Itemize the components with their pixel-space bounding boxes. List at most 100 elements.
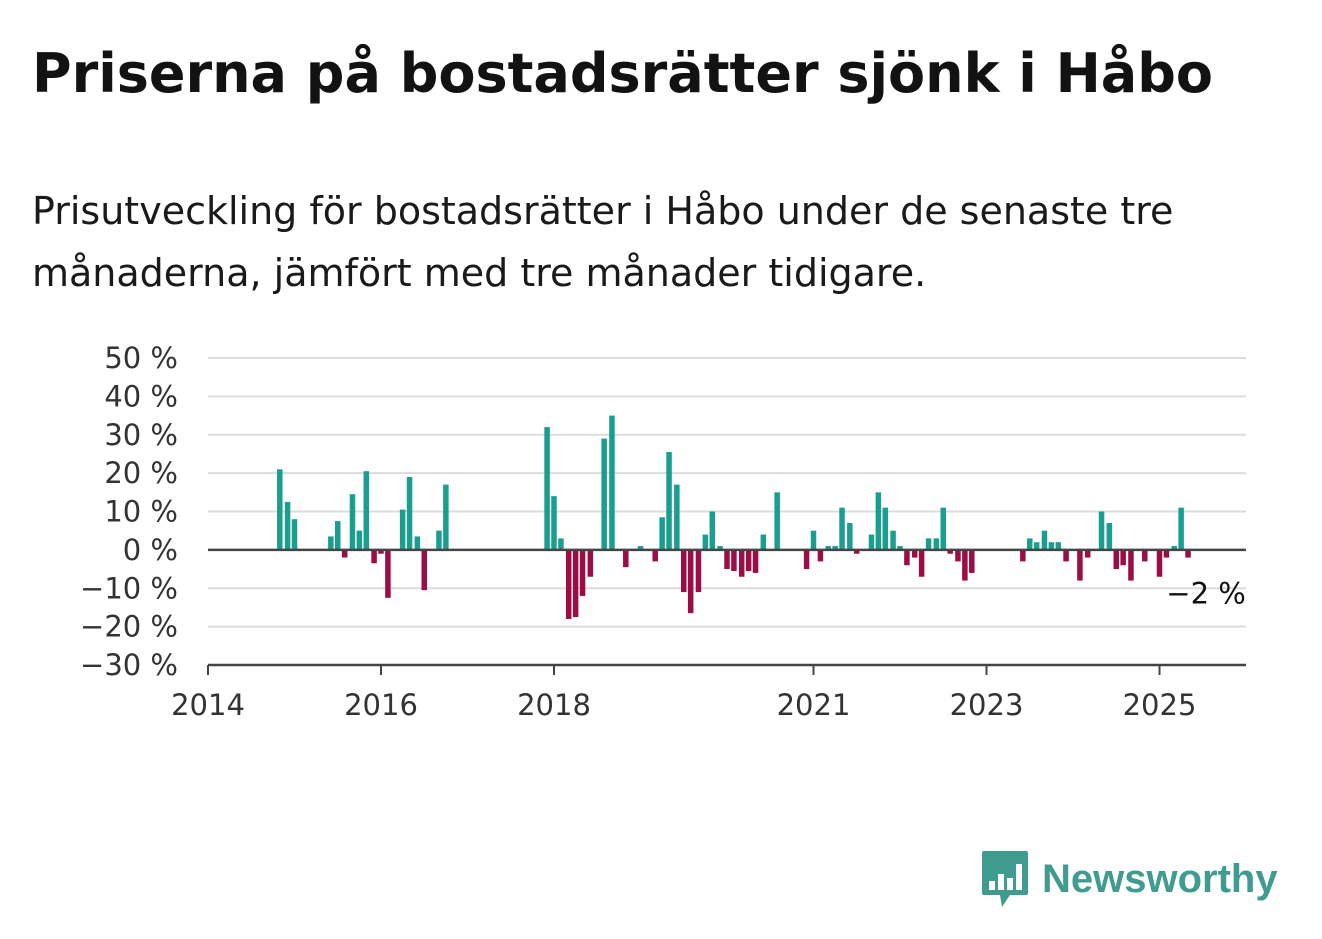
bar bbox=[882, 507, 889, 550]
bar bbox=[1142, 549, 1148, 562]
bar bbox=[1106, 523, 1113, 550]
bar bbox=[1163, 549, 1170, 558]
bar bbox=[1020, 549, 1026, 562]
bar bbox=[341, 549, 348, 558]
newsworthy-logo: Newsworthy bbox=[980, 848, 1278, 910]
x-tick-label: 2018 bbox=[517, 688, 591, 722]
bar bbox=[1041, 530, 1048, 550]
bar bbox=[637, 546, 644, 550]
bar bbox=[666, 452, 672, 550]
y-tick-label: 10 % bbox=[104, 495, 178, 529]
bar bbox=[933, 538, 940, 550]
bar bbox=[551, 496, 557, 550]
y-tick-label: −10 % bbox=[80, 571, 178, 605]
bar bbox=[284, 501, 291, 550]
y-tick-label: 0 % bbox=[123, 533, 178, 567]
bar bbox=[969, 549, 975, 573]
gridlines bbox=[208, 357, 1246, 628]
bar bbox=[609, 415, 615, 550]
bar bbox=[890, 530, 896, 550]
bar bbox=[371, 549, 377, 564]
y-tick-label: 30 % bbox=[104, 418, 178, 452]
bar bbox=[731, 549, 737, 571]
bar bbox=[817, 549, 824, 562]
bar bbox=[1055, 542, 1062, 550]
bar bbox=[724, 549, 730, 570]
bar bbox=[832, 546, 838, 550]
bar bbox=[1098, 511, 1105, 550]
bar bbox=[760, 534, 767, 550]
bar bbox=[810, 530, 817, 550]
bar bbox=[1113, 549, 1119, 570]
bar bbox=[1048, 542, 1055, 550]
bar bbox=[1027, 538, 1033, 550]
bar bbox=[674, 484, 680, 550]
bar bbox=[443, 484, 449, 550]
bar bbox=[854, 549, 860, 554]
bar bbox=[717, 546, 723, 550]
bar bbox=[962, 549, 968, 581]
bar bbox=[565, 549, 572, 619]
bar bbox=[544, 427, 550, 550]
bar bbox=[745, 549, 752, 571]
bar bbox=[652, 549, 658, 562]
bar bbox=[695, 549, 702, 593]
x-tick-label: 2016 bbox=[344, 688, 418, 722]
bar bbox=[875, 492, 882, 550]
bar bbox=[659, 517, 665, 550]
y-axis-ticks: 50 % 40 % 30 % 20 % 10 % 0 % −10 % −20 % −30 % bbox=[80, 341, 178, 682]
y-tick-label: −30 % bbox=[80, 648, 178, 682]
bar bbox=[1033, 542, 1040, 550]
bar bbox=[385, 549, 391, 598]
bar bbox=[702, 534, 709, 550]
bar bbox=[1084, 549, 1091, 558]
bar bbox=[752, 549, 759, 573]
y-tick-label: 40 % bbox=[104, 379, 178, 413]
bar bbox=[1156, 549, 1163, 577]
bar bbox=[349, 494, 356, 550]
y-tick-label: −20 % bbox=[80, 610, 178, 644]
bar bbox=[601, 438, 607, 550]
bar bbox=[897, 546, 903, 550]
bar bbox=[421, 549, 427, 591]
bar bbox=[847, 523, 853, 550]
bar bbox=[825, 546, 831, 550]
bar bbox=[414, 536, 421, 550]
bar bbox=[839, 507, 845, 550]
bar bbox=[925, 538, 932, 550]
bar bbox=[955, 549, 961, 562]
annotations: −2 % bbox=[1166, 577, 1246, 611]
bar bbox=[868, 534, 875, 550]
bar bbox=[399, 509, 406, 550]
x-axis-ticks: 2014 2016 2018 2021 2023 2025 bbox=[171, 665, 1196, 722]
brand-name: Newsworthy bbox=[1042, 856, 1278, 901]
bar bbox=[436, 530, 442, 550]
y-tick-label: 20 % bbox=[104, 456, 178, 490]
bar bbox=[363, 471, 370, 550]
bar bbox=[918, 549, 925, 577]
bar bbox=[911, 549, 918, 558]
bar bbox=[1128, 549, 1134, 581]
chart-title: Priserna på bostadsrätter sjönk i Håbo bbox=[32, 42, 1213, 105]
bar bbox=[1171, 546, 1177, 550]
y-tick-label: 50 % bbox=[104, 341, 178, 375]
bar bbox=[738, 549, 745, 577]
bar bbox=[1063, 549, 1069, 562]
bar bbox=[406, 476, 413, 550]
bar bbox=[356, 530, 363, 550]
bar bbox=[904, 549, 910, 566]
bar bbox=[1185, 549, 1191, 558]
bar bbox=[328, 536, 334, 550]
bar bbox=[687, 549, 694, 614]
bar bbox=[587, 549, 594, 577]
bar bbox=[1120, 549, 1126, 566]
x-tick-label: 2021 bbox=[777, 688, 851, 722]
x-tick-label: 2023 bbox=[950, 688, 1024, 722]
bar bbox=[681, 549, 687, 593]
bar bbox=[940, 507, 946, 550]
x-tick-label: 2025 bbox=[1123, 688, 1197, 722]
bar bbox=[378, 549, 384, 554]
last-value-label: −2 % bbox=[1166, 577, 1246, 611]
bar-chart-speech-bubble-icon bbox=[982, 851, 1028, 907]
bar-chart: 50 % 40 % 30 % 20 % 10 % 0 % −10 % −20 % −30 % 2… bbox=[80, 341, 1246, 722]
